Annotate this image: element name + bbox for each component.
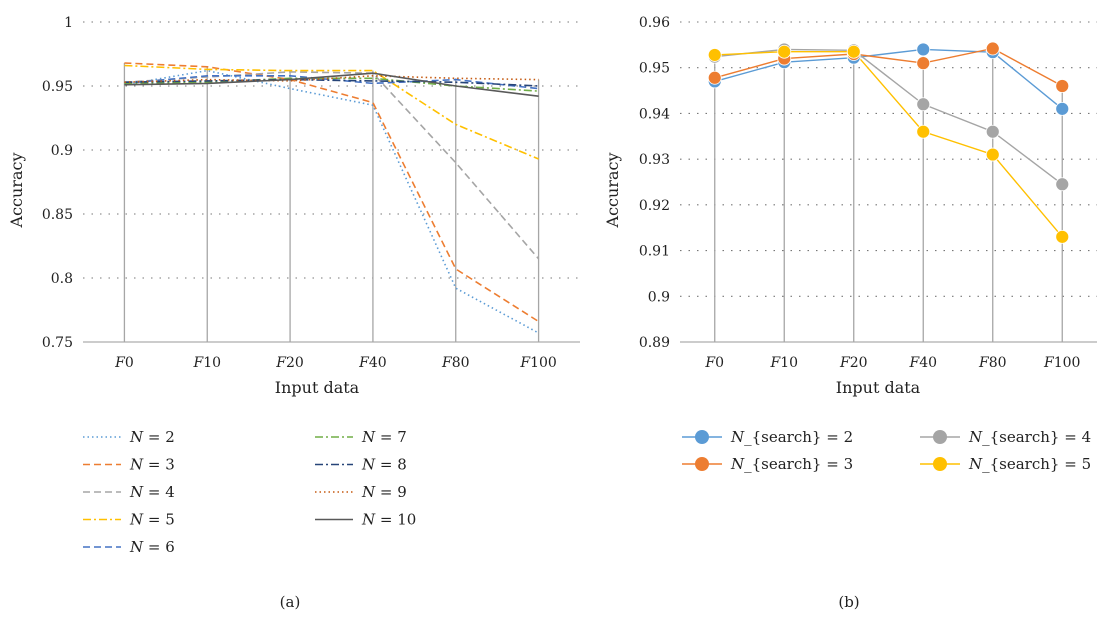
b-data-point	[1055, 101, 1070, 116]
b-data-point	[707, 48, 722, 62]
a-x-tick-label: F40	[358, 355, 387, 371]
b-data-point	[916, 97, 931, 112]
a-x-tick-label: F100	[519, 355, 556, 371]
legend-label: N = 4	[129, 483, 175, 501]
b-data-point	[985, 41, 1000, 56]
a-y-tick-label: 0.85	[42, 207, 73, 223]
a-series-line	[124, 71, 540, 260]
legend-label: N_{search} = 5	[968, 455, 1091, 473]
a-y-tick-label: 0.8	[51, 271, 73, 287]
a-y-tick-label: 0.95	[42, 79, 73, 95]
b-data-point	[1055, 229, 1070, 244]
legend-label: N = 5	[129, 511, 175, 529]
legend-label: N = 2	[129, 428, 175, 446]
a-series-line	[124, 78, 539, 87]
b-data-point	[916, 56, 931, 71]
chart-b-legend: N_{search} = 2 N_{search} = 3 N_{search} =…	[682, 428, 1091, 473]
b-data-point	[916, 124, 931, 139]
b-x-tick-label: F100	[1043, 355, 1080, 371]
chart-a-series-group	[124, 62, 540, 334]
a-series-line	[124, 72, 539, 97]
b-x-tick-label: F0	[704, 355, 724, 371]
legend-label: N = 10	[361, 511, 416, 529]
a-x-tick-label: F20	[275, 355, 304, 371]
b-x-tick-label: F40	[908, 355, 937, 371]
b-data-point	[985, 124, 1000, 139]
a-series-line	[124, 64, 539, 160]
legend-label: N_{search} = 2	[730, 428, 853, 446]
b-series-line	[714, 47, 1063, 87]
b-y-tick-label: 0.9	[648, 289, 670, 305]
chart-a-legend: N = 2 N = 3 N = 4 N = 5 N = 6 N = 7 N = 8 N = 9…	[83, 428, 416, 556]
chart-a: 0.75 0.8 0.85 0.9 0.95 1 F0 F10 F20 F40 F80 F100 I…	[7, 15, 580, 611]
chart-a-gridlines	[83, 21, 580, 343]
a-series-line	[124, 74, 539, 83]
b-y-tick-label: 0.94	[639, 106, 670, 122]
b-y-tick-label: 0.91	[639, 244, 670, 260]
b-data-point	[916, 42, 931, 57]
a-series-line	[124, 62, 540, 323]
a-series-line	[124, 77, 539, 92]
legend-label: N = 3	[129, 456, 175, 474]
chart-b-series-group	[707, 41, 1070, 244]
chart-a-panel-label: (a)	[280, 593, 301, 611]
legend-label: N = 6	[129, 538, 175, 556]
legend-swatch-marker	[933, 457, 947, 471]
chart-b-x-ticks: F0 F10 F20 F40 F80 F100	[704, 355, 1080, 371]
legend-swatch-marker	[695, 457, 709, 471]
b-series-line	[714, 48, 1063, 185]
b-x-tick-label: F80	[978, 355, 1007, 371]
chart-b: 0.89 0.9 0.91 0.92 0.93 0.94 0.95 0.96 F0 F10 F20…	[603, 15, 1097, 611]
b-data-point	[985, 147, 1000, 162]
b-series-line	[714, 48, 1063, 110]
b-data-point	[1055, 79, 1070, 93]
legend-swatch-marker	[933, 430, 947, 444]
chart-a-y-axis-label: Accuracy	[7, 153, 26, 229]
legend-label: N_{search} = 3	[730, 455, 853, 473]
chart-b-x-axis-label: Input data	[836, 378, 921, 397]
a-y-tick-label: 0.9	[51, 143, 73, 159]
b-series-line	[714, 51, 1063, 238]
chart-a-x-ticks: F0 F10 F20 F40 F80 F100	[114, 355, 557, 371]
a-series-line	[124, 69, 539, 334]
legend-label: N = 8	[361, 456, 407, 474]
chart-b-y-ticks: 0.89 0.9 0.91 0.92 0.93 0.94 0.95 0.96	[639, 15, 670, 351]
b-data-point	[777, 44, 792, 59]
a-x-tick-label: F0	[114, 355, 134, 371]
legend-label: N = 7	[361, 428, 407, 446]
a-y-tick-label: 1	[64, 15, 73, 31]
b-y-tick-label: 0.96	[639, 15, 670, 31]
legend-swatch-marker	[695, 430, 709, 444]
a-x-tick-label: F10	[192, 355, 221, 371]
b-x-tick-label: F10	[769, 355, 798, 371]
legend-label: N = 9	[361, 483, 407, 501]
b-y-tick-label: 0.95	[639, 61, 670, 77]
b-y-tick-label: 0.92	[639, 198, 670, 214]
b-data-point	[1055, 177, 1070, 192]
chart-a-drop-lines	[123, 62, 540, 342]
chart-b-panel-label: (b)	[838, 593, 859, 611]
legend-label: N_{search} = 4	[968, 428, 1091, 446]
a-x-tick-label: F80	[441, 355, 470, 371]
b-x-tick-label: F20	[839, 355, 868, 371]
a-series-line	[124, 75, 539, 90]
a-y-tick-label: 0.75	[42, 335, 73, 351]
chart-b-y-axis-label: Accuracy	[603, 153, 622, 229]
b-y-tick-label: 0.89	[639, 335, 670, 351]
b-data-point	[707, 70, 722, 85]
b-y-tick-label: 0.93	[639, 152, 670, 168]
chart-a-y-ticks: 0.75 0.8 0.85 0.9 0.95 1	[42, 15, 73, 351]
chart-a-x-axis-label: Input data	[275, 378, 360, 397]
b-data-point	[846, 44, 861, 59]
